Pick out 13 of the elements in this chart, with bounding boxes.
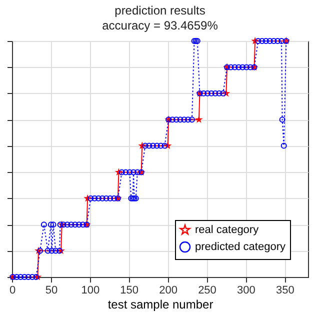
chart-title: prediction results	[114, 4, 206, 18]
legend-label: predicted category	[195, 241, 286, 253]
x-tick-label: 150	[120, 284, 139, 296]
x-tick-label: 0	[9, 284, 16, 296]
x-tick-label: 100	[81, 284, 100, 296]
x-tick-label: 200	[159, 284, 178, 296]
chart-subtitle: accuracy = 93.4659%	[102, 18, 218, 32]
x-axis-title: test sample number	[108, 298, 214, 312]
x-tick-label: 50	[45, 284, 58, 296]
x-tick-label: 250	[198, 284, 216, 296]
x-tick-label: 350	[276, 284, 294, 296]
legend-label: real category	[195, 224, 260, 236]
x-tick-label: 300	[237, 284, 256, 296]
